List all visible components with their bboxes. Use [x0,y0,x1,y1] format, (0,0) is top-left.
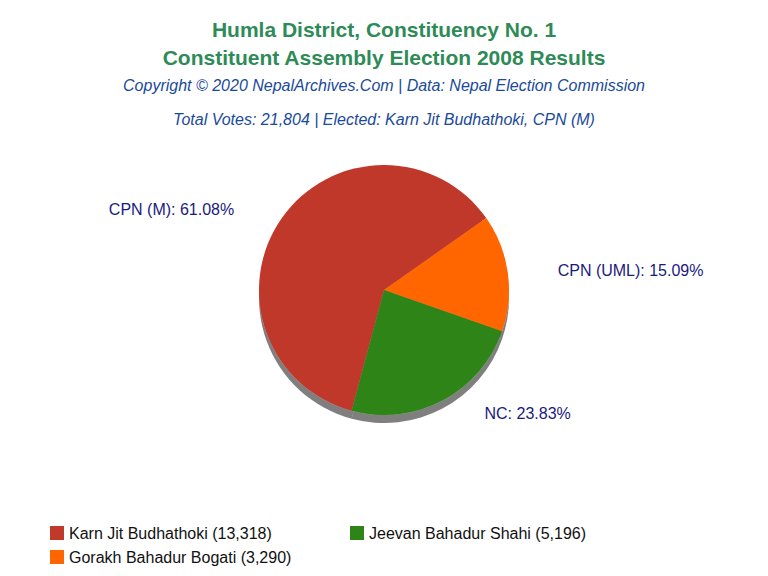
svg-text:Humla District, Constituency N: Humla District, Constituency No. 1 [212,18,557,41]
svg-text:NC: 23.83%: NC: 23.83% [484,405,570,422]
svg-text:CPN (UML): 15.09%: CPN (UML): 15.09% [558,262,704,279]
svg-text:Total Votes: 21,804 | Elected:: Total Votes: 21,804 | Elected: Karn Jit … [173,111,595,128]
svg-text:CPN (M): 61.08%: CPN (M): 61.08% [109,201,234,218]
svg-text:Constituent Assembly Election: Constituent Assembly Election 2008 Resul… [163,46,606,69]
svg-text:Karn Jit Budhathoki (13,318): Karn Jit Budhathoki (13,318) [69,525,272,542]
svg-text:Jeevan Bahadur Shahi (5,196): Jeevan Bahadur Shahi (5,196) [369,525,586,542]
svg-text:Copyright © 2020 NepalArchives: Copyright © 2020 NepalArchives.Com | Dat… [123,77,645,94]
svg-text:Gorakh Bahadur Bogati (3,290): Gorakh Bahadur Bogati (3,290) [69,549,291,566]
